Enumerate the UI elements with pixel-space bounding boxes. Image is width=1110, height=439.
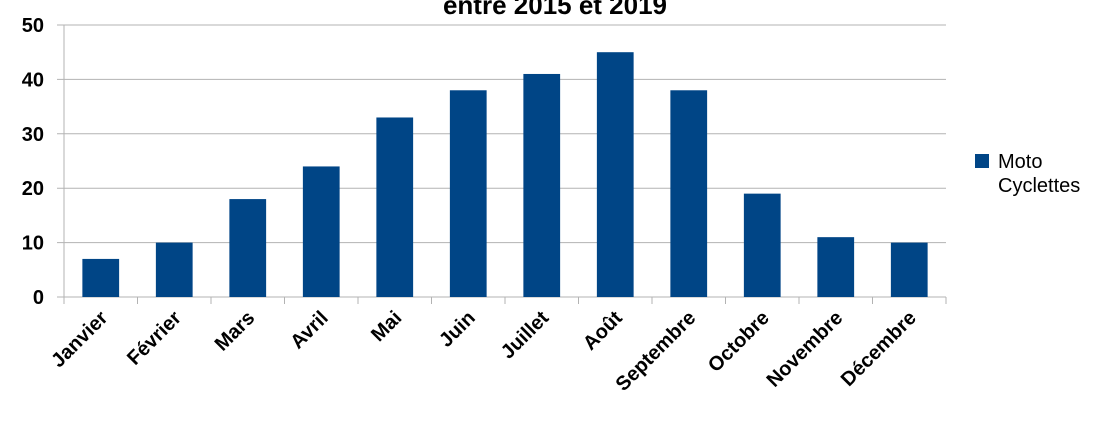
- y-tick-label: 0: [33, 287, 44, 309]
- y-tick-label: 50: [22, 15, 44, 37]
- x-tick-label: Août: [579, 307, 627, 355]
- bar: [523, 73, 561, 298]
- x-tick-label: Avril: [286, 307, 332, 353]
- bar: [155, 242, 193, 297]
- x-tick-label: Mai: [367, 307, 406, 346]
- x-tick-label: Février: [123, 307, 186, 370]
- bar: [743, 193, 781, 297]
- x-tick-label: Juin: [435, 307, 480, 352]
- x-tick-label: Novembre: [763, 307, 848, 392]
- y-tick-label: 10: [22, 233, 44, 255]
- x-tick-label: Janvier: [47, 307, 112, 372]
- legend-label: Moto Cyclettes: [998, 151, 1081, 197]
- bar: [229, 199, 267, 297]
- x-tick-label: Septembre: [612, 307, 701, 396]
- x-tick-label: Octobre: [704, 307, 774, 377]
- y-tick-label: 40: [22, 69, 44, 91]
- x-tick-label: Mars: [211, 307, 260, 356]
- y-tick-label: 20: [22, 178, 44, 200]
- bar: [596, 52, 634, 298]
- bar: [670, 90, 708, 297]
- bar: [890, 242, 928, 297]
- bar: [302, 166, 340, 297]
- x-tick-label: Décembre: [837, 307, 921, 391]
- bar: [817, 237, 855, 297]
- bar: [449, 90, 487, 297]
- y-tick-label: 30: [22, 124, 44, 146]
- x-tick-label: Juillet: [497, 307, 554, 364]
- chart-title: entre 2015 et 2019: [443, 0, 667, 20]
- legend-swatch: [975, 154, 989, 168]
- bar: [376, 117, 414, 297]
- bar: [82, 258, 120, 297]
